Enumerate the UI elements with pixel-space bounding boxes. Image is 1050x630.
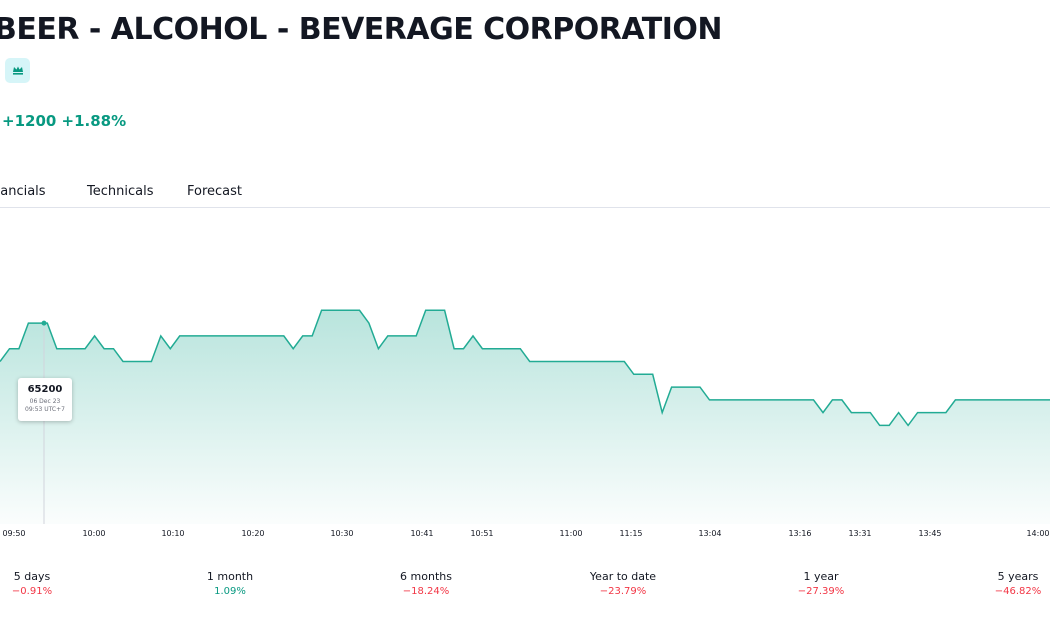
period-label: Year to date <box>589 570 657 583</box>
period-value: −18.24% <box>402 586 450 597</box>
x-tick-label: 10:00 <box>82 529 105 538</box>
x-tick-label: 10:10 <box>161 529 184 538</box>
price-change: +1200 +1.88% <box>2 112 127 130</box>
crown-icon[interactable] <box>5 58 30 83</box>
chart-tooltip: 65200 06 Dec 23 09:53 UTC+7 <box>18 378 72 421</box>
tooltip-value: 65200 <box>27 384 63 395</box>
crown-icon-glyph <box>12 66 23 75</box>
tooltip-date: 06 Dec 23 <box>29 398 61 405</box>
period-value: −0.91% <box>11 586 53 597</box>
period-value: 1.09% <box>214 586 246 597</box>
tooltip-time: 09:53 UTC+7 <box>25 406 65 413</box>
period-label: 1 month <box>206 570 254 583</box>
x-tick-label: 10:51 <box>470 529 493 538</box>
x-tick-label: 10:30 <box>330 529 353 538</box>
x-tick-label: 13:04 <box>698 529 721 538</box>
period-label: 1 year <box>803 570 839 583</box>
x-tick-label: 09:50 <box>2 529 25 538</box>
period-value: −27.39% <box>797 586 845 597</box>
hover-point <box>41 320 47 326</box>
tab-technicals[interactable]: Technicals <box>87 184 154 199</box>
period-label: 6 months <box>400 570 452 583</box>
period-value: −23.79% <box>599 586 647 597</box>
period-value: −46.82% <box>994 586 1042 597</box>
period-5-days[interactable]: 5 days −0.91% <box>0 570 77 597</box>
tab-forecast[interactable]: Forecast <box>187 184 243 199</box>
x-tick-label: 11:15 <box>619 529 642 538</box>
period-6-months[interactable]: 6 months −18.24% <box>381 570 471 597</box>
period-label: 5 days <box>13 570 51 583</box>
period-year-to-date[interactable]: Year to date −23.79% <box>578 570 668 597</box>
period-5-years[interactable]: 5 years −46.82% <box>973 570 1050 597</box>
x-tick-label: 10:41 <box>410 529 433 538</box>
tabs-divider <box>0 207 1050 208</box>
period-1-month[interactable]: 1 month 1.09% <box>185 570 275 597</box>
x-tick-label: 13:16 <box>788 529 811 538</box>
performance-periods: 5 days −0.91% 1 month 1.09% 6 months −18… <box>0 570 1050 610</box>
x-tick-label: 11:00 <box>559 529 582 538</box>
price-line <box>0 309 1050 427</box>
x-tick-label: 13:31 <box>848 529 871 538</box>
x-tick-label: 10:20 <box>241 529 264 538</box>
page-title: BEER - ALCOHOL - BEVERAGE CORPORATION <box>0 12 723 47</box>
price-area <box>0 310 1050 524</box>
tab-financials[interactable]: nancials <box>0 184 46 199</box>
x-tick-label: 14:00 <box>1026 529 1049 538</box>
period-1-year[interactable]: 1 year −27.39% <box>776 570 866 597</box>
price-chart[interactable]: 09:50 10:00 10:10 10:20 10:30 10:41 10:51 11:00… <box>0 208 1050 548</box>
period-label: 5 years <box>997 570 1039 583</box>
x-tick-label: 13:45 <box>918 529 941 538</box>
